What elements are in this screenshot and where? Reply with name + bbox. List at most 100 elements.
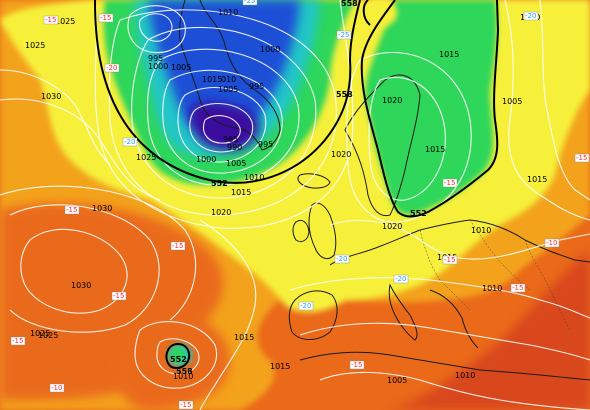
geopotential-label-g-552-a: 552 bbox=[211, 179, 228, 188]
temperature-label-text: -20 bbox=[336, 255, 347, 263]
temperature-label-t-15-f: -15 bbox=[10, 336, 26, 346]
temperature-label-box bbox=[64, 205, 80, 215]
line-558-east bbox=[360, 0, 500, 218]
temperature-label-t-15-i: -15 bbox=[510, 283, 526, 293]
temperature-label-text: -15 bbox=[512, 284, 523, 292]
temperature-label-t-15-g: -15 bbox=[442, 178, 458, 188]
temperature-label-box bbox=[10, 336, 26, 346]
geopotential-label-g-558-mid: 558 bbox=[336, 90, 353, 99]
temperature-labels: -15 -15 -20 -25 -25 -20 -15 -15 -15 -15 -20 -20 -20 -… bbox=[10, 0, 590, 410]
pressure-label-p-995-a: 995 bbox=[148, 54, 163, 63]
pressure-label-p-1005-d: 1005 bbox=[502, 97, 522, 106]
geopotential-label-g-558-low: 558 bbox=[176, 367, 193, 376]
temperature-label-box bbox=[104, 63, 120, 73]
field-green-south bbox=[170, 347, 186, 363]
pressure-label-p-1020-c: 1020 bbox=[382, 96, 402, 105]
isobar-north-swirl bbox=[138, 13, 173, 42]
pressure-label-p-1025-d: 1025 bbox=[38, 331, 58, 340]
temperature-label-t-10-a: -10 bbox=[544, 238, 560, 248]
temperature-label-t-15-b: -15 bbox=[98, 13, 114, 23]
pressure-label-p-1025-b: 1025 bbox=[25, 41, 45, 50]
isobar-1015-east bbox=[368, 76, 446, 201]
field-green-east bbox=[365, 0, 498, 215]
isobar-1010-south bbox=[156, 338, 200, 375]
pressure-label-p-010: 010 bbox=[221, 75, 236, 84]
isobar-1015-central bbox=[199, 219, 257, 410]
temperature-label-box bbox=[336, 30, 352, 40]
pressure-label-p-995-b: 995 bbox=[249, 82, 264, 91]
temperature-label-t-20-c: -20 bbox=[298, 301, 314, 311]
pressure-label-p-1020-a: 1020 bbox=[211, 208, 231, 217]
temperature-label-box bbox=[178, 400, 194, 410]
temperature-label-t-15-l: -15 bbox=[178, 400, 194, 410]
temperature-label-text: -15 bbox=[444, 179, 455, 187]
pressure-label-p-1005-e: 1005 bbox=[387, 376, 407, 385]
border-east-1 bbox=[419, 229, 471, 311]
pressure-label-p-1005-c: 1005 bbox=[226, 159, 246, 168]
pressure-label-p-1020-d: 1020 bbox=[382, 222, 402, 231]
temperature-label-text: -15 bbox=[100, 14, 111, 22]
pressure-label-p-985: 985 bbox=[223, 135, 238, 144]
isobar-1030-west bbox=[20, 228, 128, 314]
isobar-990-low bbox=[189, 103, 254, 153]
field-low bbox=[149, 0, 300, 137]
temperature-label-t-15-h: -15 bbox=[442, 255, 458, 265]
pressure-label-p-995-c: 995 bbox=[258, 140, 273, 149]
isobar-985-low bbox=[202, 115, 241, 144]
isobar-1020-west bbox=[0, 185, 197, 321]
temperature-label-box bbox=[122, 137, 138, 147]
isobar-1025-atlantic bbox=[0, 98, 161, 201]
pressure-label-p-1015-b: 1015 bbox=[231, 188, 251, 197]
temperature-label-t-15-k: -15 bbox=[349, 360, 365, 370]
isobar-1010-mediterranean bbox=[299, 322, 590, 361]
border-east-3 bbox=[524, 239, 571, 331]
temperature-label-t-15-d: -15 bbox=[170, 241, 186, 251]
coast-ireland bbox=[292, 219, 310, 243]
pressure-label-p-1010-d: 1010 bbox=[471, 226, 491, 235]
pressure-label-p-1010-g: 1010 bbox=[173, 372, 193, 381]
isobar-1005-low bbox=[146, 48, 300, 186]
coast-greenland bbox=[179, 0, 281, 151]
temperature-label-text: -15 bbox=[113, 292, 124, 300]
temperature-label-text: -15 bbox=[576, 154, 587, 162]
coast-scandinavia bbox=[344, 74, 421, 217]
pressure-label-p-1025-e: 1025 bbox=[55, 17, 75, 26]
coast-mainland-europe bbox=[329, 219, 590, 266]
temperature-label-box bbox=[49, 383, 65, 393]
temperature-label-text: -15 bbox=[444, 256, 455, 264]
pressure-label-p-1010-a: 1010 bbox=[218, 8, 238, 17]
isobar-north-swirl-2 bbox=[127, 5, 186, 54]
pressure-label-p-1030-b: 1030 bbox=[92, 204, 112, 213]
temperature-label-box bbox=[349, 360, 365, 370]
line-558-north bbox=[94, 0, 361, 184]
border-east-2 bbox=[469, 219, 531, 291]
temperature-label-t-25-a: -25 bbox=[242, 0, 258, 6]
temperature-label-box bbox=[442, 255, 458, 265]
isobar-1000-low bbox=[162, 69, 283, 174]
pressure-label-p-1010-e: 1010 bbox=[482, 284, 502, 293]
pressure-label-p-1000-c: 1000 bbox=[196, 155, 216, 164]
temperature-label-box bbox=[442, 178, 458, 188]
temperature-label-t-10-b: -10 bbox=[49, 383, 65, 393]
temperature-label-text: -25 bbox=[244, 0, 255, 5]
temperature-label-text: -20 bbox=[124, 138, 135, 146]
temperature-label-text: -15 bbox=[12, 337, 23, 345]
coast-britain bbox=[308, 202, 337, 260]
geopotential-labels: 558 558 552 552 552 558 bbox=[170, 0, 427, 376]
isobar-1010-low bbox=[131, 26, 317, 199]
isobar-1030-atlantic bbox=[0, 69, 111, 166]
isobar-1015-south bbox=[134, 321, 218, 389]
temperature-label-text: -15 bbox=[66, 206, 77, 214]
isobar-1015-low bbox=[108, 9, 337, 216]
temperature-label-box bbox=[170, 241, 186, 251]
isobar-1005-africa bbox=[319, 371, 590, 410]
temperature-label-t-15-a: -15 bbox=[43, 15, 59, 25]
temperature-label-text: -20 bbox=[525, 12, 536, 20]
isobar-995-low bbox=[177, 87, 267, 163]
temperature-label-box bbox=[242, 0, 258, 6]
